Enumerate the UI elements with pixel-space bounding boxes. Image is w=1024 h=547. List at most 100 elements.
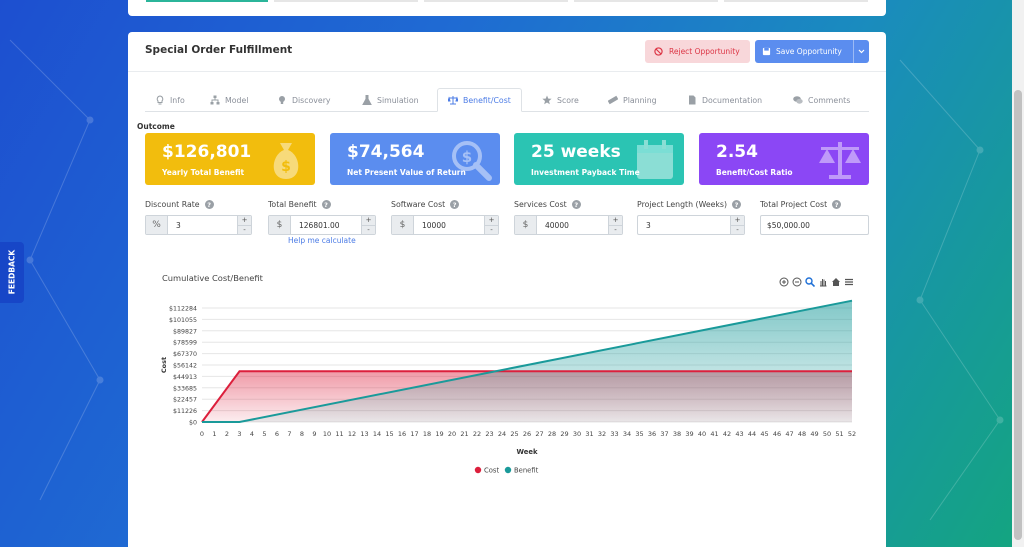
tab-score[interactable]: Score: [542, 88, 579, 112]
calendar-icon: [637, 140, 673, 179]
x-tick-label: 24: [498, 430, 506, 438]
help-icon[interactable]: ?: [571, 200, 581, 209]
decrement-button[interactable]: -: [731, 224, 744, 234]
x-tick-label: 10: [323, 430, 331, 438]
decrement-button[interactable]: -: [238, 224, 251, 234]
kpi-benefit-cost-ratio: 2.54 Benefit/Cost Ratio: [699, 133, 869, 185]
x-tick-label: 5: [262, 430, 266, 438]
field-value[interactable]: 3: [646, 220, 651, 230]
help-icon[interactable]: ?: [204, 200, 214, 209]
home-icon[interactable]: [831, 272, 841, 286]
services-cost-field[interactable]: $ 40000 + -: [514, 215, 623, 235]
stepper[interactable]: + -: [361, 216, 375, 234]
software-cost-field[interactable]: $ 10000 + -: [391, 215, 499, 235]
tab-benefit-cost[interactable]: Benefit/Cost: [437, 88, 522, 112]
tab-discovery[interactable]: Discovery: [277, 88, 331, 112]
decrement-button[interactable]: -: [609, 224, 622, 234]
stepper[interactable]: + -: [484, 216, 498, 234]
project-length-field[interactable]: 3 + -: [637, 215, 745, 235]
search-dollar-icon: $: [452, 141, 492, 181]
help-icon[interactable]: ?: [832, 200, 842, 209]
kpi-net-present-value: $ $74,564 Net Present Value of Return: [330, 133, 500, 185]
increment-button[interactable]: +: [731, 216, 744, 225]
tab-info[interactable]: Info: [155, 88, 185, 112]
pan-hand-icon[interactable]: [818, 272, 828, 287]
reject-label: Reject Opportunity: [669, 47, 740, 56]
decrement-button[interactable]: -: [485, 224, 498, 234]
x-tick-label: 6: [275, 430, 279, 438]
x-tick-label: 37: [660, 430, 668, 438]
x-tick-label: 20: [448, 430, 456, 438]
help-icon[interactable]: ?: [321, 200, 331, 209]
tab-label: Benefit/Cost: [463, 95, 511, 105]
stepper[interactable]: + -: [237, 216, 251, 234]
x-tick-label: 32: [598, 430, 606, 438]
tab-comments[interactable]: Comments: [793, 88, 850, 112]
selection-zoom-icon[interactable]: [805, 272, 816, 288]
discount-rate-field[interactable]: % 3 + -: [145, 215, 252, 235]
y-tick-label: $22457: [173, 397, 197, 404]
increment-button[interactable]: +: [609, 216, 622, 225]
x-tick-label: 46: [773, 430, 781, 438]
menu-icon[interactable]: [844, 272, 854, 286]
x-tick-label: 23: [485, 430, 493, 438]
series-area-benefit: [202, 300, 852, 422]
tab-planning[interactable]: Planning: [608, 88, 657, 112]
percent-prefix: %: [146, 216, 168, 234]
reject-opportunity-button[interactable]: Reject Opportunity: [645, 40, 750, 63]
ruler-icon: [608, 95, 618, 105]
tab-model[interactable]: Model: [210, 88, 248, 112]
x-tick-label: 43: [735, 430, 743, 438]
tab-bar: Info Model Discovery Simulation Benefit/…: [145, 88, 869, 112]
increment-button[interactable]: +: [362, 216, 375, 225]
kpi-yearly-total-benefit: $ $126,801 Yearly Total Benefit: [145, 133, 315, 185]
stepper[interactable]: + -: [608, 216, 622, 234]
help-me-calculate-link[interactable]: Help me calculate: [288, 236, 356, 245]
increment-button[interactable]: +: [485, 216, 498, 225]
save-icon: [762, 47, 771, 56]
x-tick-label: 22: [473, 430, 481, 438]
x-tick-label: 11: [335, 430, 343, 438]
chart-title: Cumulative Cost/Benefit: [162, 273, 263, 283]
field-value[interactable]: 126801.00: [299, 220, 340, 230]
total-benefit-field[interactable]: $ 126801.00 + -: [268, 215, 376, 235]
kpi-label: Benefit/Cost Ratio: [716, 168, 793, 177]
total-project-cost-label: Total Project Cost?: [760, 200, 842, 209]
x-tick-label: 15: [385, 430, 393, 438]
x-tick-label: 26: [523, 430, 531, 438]
kpi-value: $126,801: [162, 142, 252, 162]
kpi-value: 2.54: [716, 142, 758, 162]
scrollbar-thumb[interactable]: [1014, 90, 1022, 540]
kpi-payback-time: 25 weeks Investment Payback Time: [514, 133, 684, 185]
x-tick-label: 14: [373, 430, 381, 438]
field-value[interactable]: 3: [176, 220, 181, 230]
tab-documentation[interactable]: Documentation: [687, 88, 762, 112]
increment-button[interactable]: +: [238, 216, 251, 225]
save-opportunity-button[interactable]: Save Opportunity: [755, 40, 869, 63]
x-tick-label: 51: [835, 430, 843, 438]
tab-simulation[interactable]: Simulation: [362, 88, 419, 112]
field-value: $50,000.00: [767, 220, 810, 230]
x-tick-label: 45: [760, 430, 768, 438]
x-tick-label: 31: [585, 430, 593, 438]
help-icon[interactable]: ?: [732, 200, 742, 209]
x-tick-label: 42: [723, 430, 731, 438]
dollar-prefix: $: [269, 216, 291, 234]
legend-label-benefit: Benefit: [514, 467, 539, 475]
feedback-tab[interactable]: FEEDBACK: [0, 242, 24, 303]
x-tick-label: 21: [460, 430, 468, 438]
decrement-button[interactable]: -: [362, 224, 375, 234]
star-icon: [542, 95, 552, 105]
save-dropdown-toggle[interactable]: [853, 40, 869, 63]
software-cost-label: Software Cost?: [391, 200, 460, 209]
lightbulb-icon: [156, 95, 164, 105]
field-value[interactable]: 40000: [545, 220, 569, 230]
zoom-out-icon[interactable]: [792, 272, 802, 287]
previous-card-tab: [146, 0, 268, 2]
help-icon[interactable]: ?: [450, 200, 460, 209]
stepper[interactable]: + -: [730, 216, 744, 234]
field-value[interactable]: 10000: [422, 220, 446, 230]
zoom-in-icon[interactable]: [779, 272, 789, 287]
y-tick-label: $89827: [173, 328, 197, 335]
